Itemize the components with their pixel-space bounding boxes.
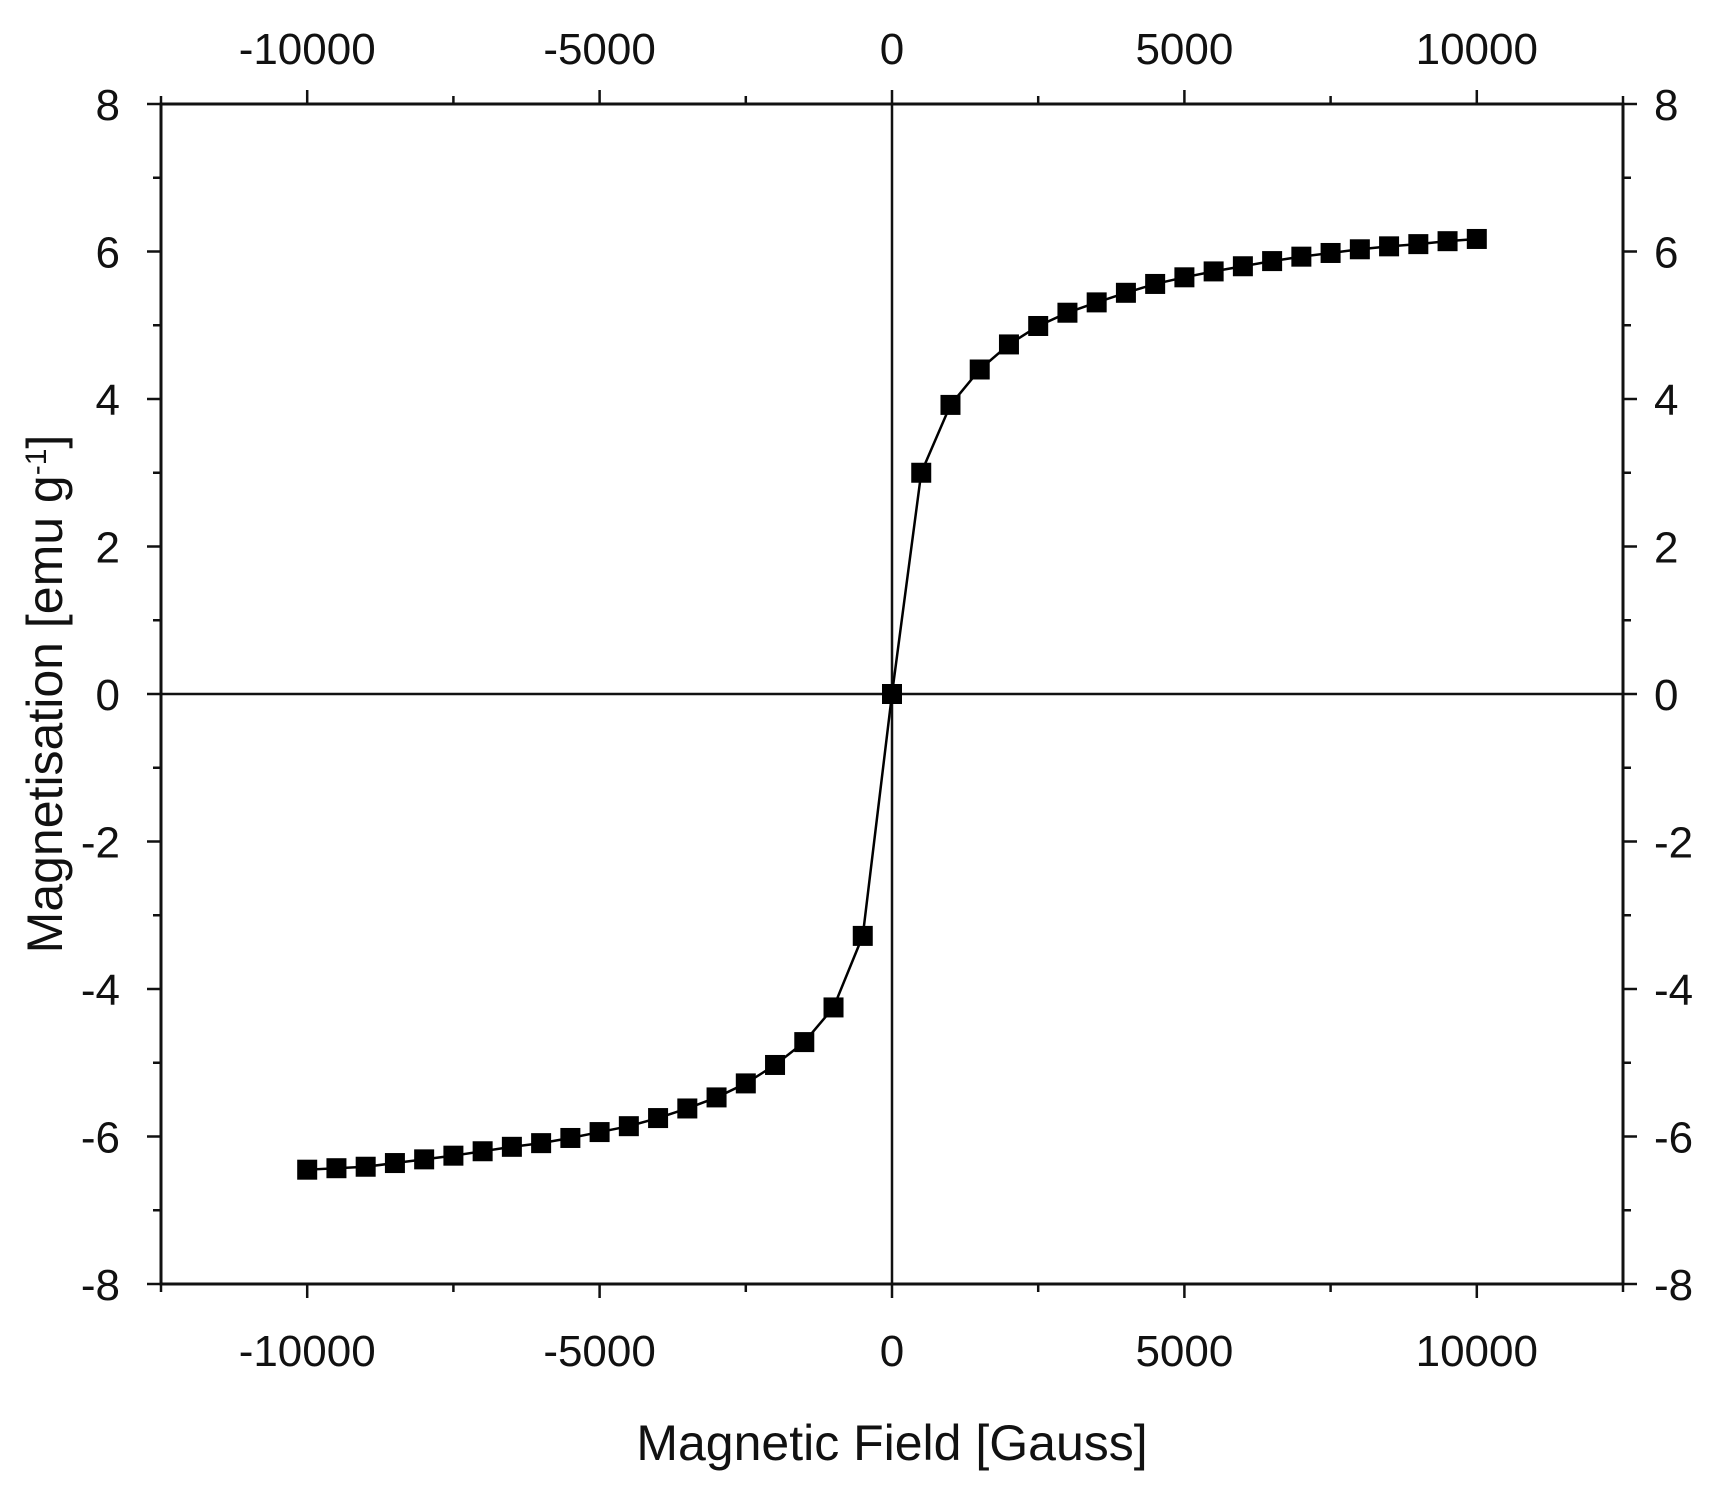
data-point-marker bbox=[911, 462, 932, 483]
y-tick-label-right: 4 bbox=[1654, 376, 1678, 425]
y-tick-label-right: -8 bbox=[1654, 1261, 1693, 1310]
data-point-marker bbox=[589, 1122, 610, 1143]
y-tick-label-left: -8 bbox=[81, 1261, 120, 1310]
data-point-marker bbox=[765, 1054, 786, 1075]
data-point-marker bbox=[794, 1032, 815, 1053]
data-point-marker bbox=[882, 684, 902, 704]
y-tick-label-left: 6 bbox=[96, 229, 120, 278]
y-tick-label-right: 6 bbox=[1654, 229, 1678, 278]
data-point-marker bbox=[1349, 239, 1370, 260]
data-point-marker bbox=[1262, 251, 1283, 272]
tick-labels: -10000 -10000 -5000 -5000 0 0 5000 5000 10000 100… bbox=[81, 25, 1693, 1376]
data-point-marker bbox=[1057, 302, 1078, 323]
data-point-marker bbox=[852, 925, 873, 946]
data-point-marker bbox=[1379, 236, 1400, 257]
data-point-marker bbox=[1466, 228, 1487, 249]
data-point-marker bbox=[1232, 256, 1253, 277]
y-axis-title: Magnetisation [emu g-1] bbox=[17, 435, 73, 954]
x-tick-label-bottom: -5000 bbox=[543, 1327, 656, 1376]
y-tick-label-right: -6 bbox=[1654, 1114, 1693, 1163]
data-point-marker bbox=[531, 1133, 552, 1154]
data-point-marker bbox=[384, 1153, 405, 1174]
data-point-marker bbox=[940, 394, 961, 415]
data-point-marker bbox=[706, 1087, 727, 1108]
x-tick-label-top: 0 bbox=[880, 25, 904, 74]
data-point-marker bbox=[735, 1073, 756, 1094]
data-point-marker bbox=[472, 1141, 493, 1162]
y-axis-title-superscript: -1 bbox=[20, 449, 53, 476]
data-point-marker bbox=[560, 1127, 581, 1148]
data-series bbox=[297, 228, 1487, 1180]
data-point-marker bbox=[1203, 261, 1224, 282]
x-tick-label-bottom: 5000 bbox=[1135, 1327, 1233, 1376]
x-tick-label-top: 5000 bbox=[1135, 25, 1233, 74]
data-point-marker bbox=[297, 1159, 318, 1180]
data-point-marker bbox=[1115, 282, 1136, 303]
data-point-marker bbox=[998, 334, 1019, 355]
y-axis-title-main: Magnetisation [emu g bbox=[17, 475, 73, 953]
x-tick-label-top: -5000 bbox=[543, 25, 656, 74]
y-tick-label-right: 2 bbox=[1654, 524, 1678, 573]
y-tick-label-right: 8 bbox=[1654, 81, 1678, 130]
data-point-marker bbox=[1028, 315, 1049, 336]
y-tick-label-left: -4 bbox=[81, 966, 120, 1015]
x-tick-label-top: 10000 bbox=[1416, 25, 1538, 74]
data-point-marker bbox=[648, 1108, 669, 1129]
data-point-marker bbox=[618, 1116, 639, 1137]
data-point-marker bbox=[969, 359, 990, 380]
axis-ticks bbox=[147, 90, 1637, 1298]
data-point-marker bbox=[355, 1156, 376, 1177]
y-tick-label-left: 0 bbox=[96, 671, 120, 720]
x-tick-label-top: -10000 bbox=[239, 25, 376, 74]
data-point-marker bbox=[677, 1098, 698, 1119]
x-axis-title: Magnetic Field [Gauss] bbox=[636, 1415, 1147, 1471]
data-point-marker bbox=[501, 1136, 522, 1157]
data-point-marker bbox=[1320, 242, 1341, 263]
x-tick-label-bottom: 10000 bbox=[1416, 1327, 1538, 1376]
y-tick-label-right: 0 bbox=[1654, 671, 1678, 720]
y-tick-label-left: -2 bbox=[81, 819, 120, 868]
data-point-marker bbox=[326, 1158, 347, 1179]
y-tick-label-left: 4 bbox=[96, 376, 120, 425]
y-tick-label-left: 8 bbox=[96, 81, 120, 130]
data-point-marker bbox=[1086, 292, 1107, 313]
data-point-marker bbox=[1174, 267, 1195, 288]
x-tick-label-bottom: 0 bbox=[880, 1327, 904, 1376]
data-point-marker bbox=[1408, 234, 1429, 255]
y-tick-label-left: 2 bbox=[96, 524, 120, 573]
y-axis-title-close: ] bbox=[17, 435, 73, 449]
data-point-marker bbox=[823, 997, 844, 1018]
data-point-marker bbox=[1437, 231, 1458, 252]
data-point-marker bbox=[1145, 273, 1166, 294]
y-tick-label-right: -2 bbox=[1654, 819, 1693, 868]
y-tick-label-left: -6 bbox=[81, 1114, 120, 1163]
data-point-marker bbox=[1291, 246, 1312, 267]
data-point-marker bbox=[414, 1149, 435, 1170]
data-point-marker bbox=[443, 1145, 464, 1166]
x-tick-label-bottom: -10000 bbox=[239, 1327, 376, 1376]
y-tick-label-right: -4 bbox=[1654, 966, 1693, 1015]
